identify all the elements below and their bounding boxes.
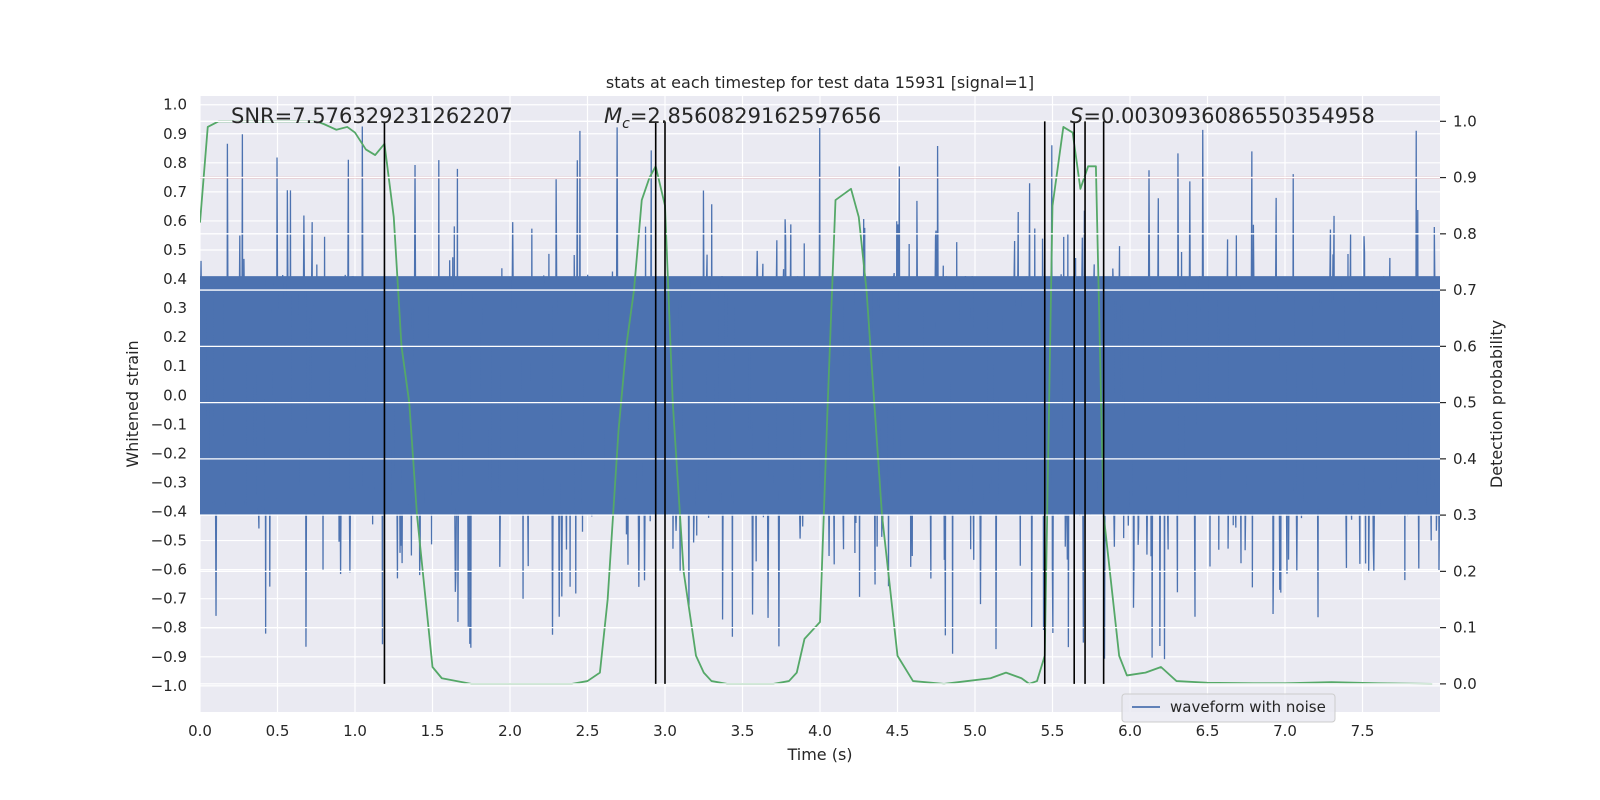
right-axis-ticks: 1.0 0.9 0.8 0.7 0.6 0.5 0.4 0.3 0.2 0.1 0.0 [1440, 112, 1477, 693]
x-tick-label: 7.5 [1351, 722, 1375, 740]
y-tick-label: −0.4 [151, 503, 187, 521]
y-tick-label: −1.0 [151, 677, 187, 695]
x-tick-label: 4.5 [886, 722, 910, 740]
legend-label: waveform with noise [1170, 698, 1326, 716]
y-tick-label: 0.7 [163, 183, 187, 201]
x-tick-label: 0.0 [188, 722, 212, 740]
chart-title: stats at each timestep for test data 159… [606, 73, 1034, 92]
x-tick-label: 2.0 [498, 722, 522, 740]
y-tick-label: −0.1 [151, 415, 187, 433]
right-tick-label: 0.4 [1453, 450, 1477, 468]
snr-annotation: SNR=7.576329231262207 [231, 104, 513, 128]
y-tick-label: 0.0 [163, 386, 187, 404]
x-tick-label: 4.0 [808, 722, 832, 740]
x-tick-label: 5.5 [1041, 722, 1065, 740]
chirp-mass-annotation: Mc=2.8560829162597656 [604, 104, 881, 132]
y-axis-ticks: 1.0 0.9 0.8 0.7 0.6 0.5 0.4 0.3 0.2 0.1 0.0 −0.1 −0.… [151, 96, 187, 695]
x-axis-label: Time (s) [786, 745, 852, 764]
waveform-series [200, 126, 1440, 660]
right-tick-label: 0.1 [1453, 619, 1477, 637]
x-tick-label: 0.5 [266, 722, 290, 740]
right-tick-label: 0.6 [1453, 337, 1477, 355]
right-tick-label: 1.0 [1453, 112, 1477, 130]
spin-value: =0.0030936086550354958 [1083, 104, 1375, 128]
right-tick-label: 0.7 [1453, 281, 1477, 299]
right-tick-label: 0.9 [1453, 169, 1477, 187]
y-tick-label: 0.9 [163, 125, 187, 143]
y-tick-label: 0.5 [163, 241, 187, 259]
chirp-mass-symbol: M [604, 104, 622, 128]
y-tick-label: 0.8 [163, 154, 187, 172]
x-tick-label: 3.0 [653, 722, 677, 740]
y-tick-label: 0.6 [163, 212, 187, 230]
y-tick-label: −0.3 [151, 473, 187, 491]
right-tick-label: 0.3 [1453, 506, 1477, 524]
right-tick-label: 0.8 [1453, 225, 1477, 243]
x-tick-label: 1.0 [343, 722, 367, 740]
legend-box [1121, 693, 1336, 723]
grid-right [200, 120, 1440, 685]
x-tick-label: 6.0 [1118, 722, 1142, 740]
x-tick-label: 7.0 [1273, 722, 1297, 740]
x-tick-label: 2.5 [576, 722, 600, 740]
y-tick-label: −0.5 [151, 532, 187, 550]
right-tick-label: 0.2 [1453, 562, 1477, 580]
right-axis-label: Detection probability [1487, 320, 1506, 488]
chirp-mass-value: =2.8560829162597656 [630, 104, 881, 128]
x-tick-label: 6.5 [1196, 722, 1220, 740]
y-axis-label: Whitened strain [123, 340, 142, 467]
chirp-mass-subscript: c [622, 116, 630, 132]
y-tick-label: 0.2 [163, 328, 187, 346]
y-tick-label: −0.2 [151, 444, 187, 462]
right-tick-label: 0.0 [1453, 675, 1477, 693]
right-tick-label: 0.5 [1453, 394, 1477, 412]
y-tick-label: 0.1 [163, 357, 187, 375]
y-tick-label: −0.6 [151, 561, 187, 579]
spin-annotation: S=0.0030936086550354958 [1070, 104, 1375, 128]
x-tick-label: 1.5 [421, 722, 445, 740]
spin-symbol: S [1070, 104, 1083, 128]
y-tick-label: −0.7 [151, 590, 187, 608]
y-tick-label: 1.0 [163, 96, 187, 114]
x-axis-ticks: 0.0 0.5 1.0 1.5 2.0 2.5 3.0 3.5 4.0 4.5 5.0 5.5 6.0 6… [188, 722, 1374, 740]
y-tick-label: −0.9 [151, 648, 187, 666]
y-tick-label: 0.4 [163, 270, 187, 288]
waveform-line [200, 126, 1440, 660]
event-lines [383, 121, 1105, 684]
legend: waveform with noise [1121, 693, 1336, 723]
y-tick-label: −0.8 [151, 619, 187, 637]
y-tick-label: 0.3 [163, 299, 187, 317]
x-tick-label: 3.5 [731, 722, 755, 740]
x-tick-label: 5.0 [963, 722, 987, 740]
